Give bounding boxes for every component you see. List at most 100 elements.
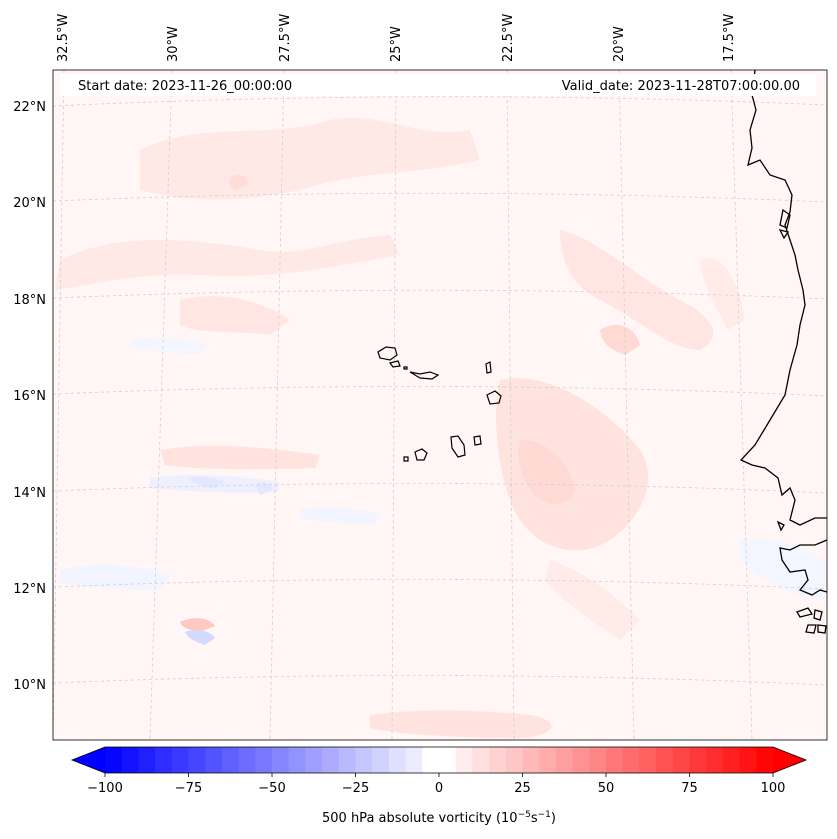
meridian-line xyxy=(149,70,173,740)
colorbar-block xyxy=(238,747,256,773)
parallel-line xyxy=(53,579,827,590)
lon-label: 32.5°W xyxy=(56,14,71,62)
colorbar-block xyxy=(656,747,674,773)
island-santo-antao xyxy=(377,346,398,361)
coastline xyxy=(739,70,827,634)
meridian-line xyxy=(506,70,515,740)
island-fogo xyxy=(414,448,428,461)
island-brava xyxy=(403,456,409,462)
vorticity-patch-positive xyxy=(600,325,640,355)
colorbar-block xyxy=(422,747,440,773)
colorbar-block xyxy=(756,747,774,773)
africa-coastline-south xyxy=(779,539,827,596)
colorbar-block xyxy=(589,747,607,773)
lat-label: 22°N xyxy=(13,100,46,115)
colorbar-tick-label: −50 xyxy=(258,781,285,796)
coastal-island xyxy=(778,229,790,240)
colorbar-block xyxy=(288,747,306,773)
meridian-line xyxy=(53,70,65,740)
colorbar-block xyxy=(689,747,707,773)
meridian-line xyxy=(730,70,753,740)
coastal-island xyxy=(796,607,814,618)
vorticity-patch-negative xyxy=(185,630,215,645)
colorbar-block xyxy=(138,747,156,773)
island-sal xyxy=(485,361,492,374)
colorbar-block xyxy=(322,747,340,773)
colorbar-block xyxy=(372,747,390,773)
colorbar-block xyxy=(105,747,123,773)
vorticity-patch-negative xyxy=(60,564,170,590)
parallel-line xyxy=(53,96,827,107)
colorbar-block xyxy=(572,747,590,773)
vorticity-patch-positive xyxy=(140,117,480,200)
lon-label: 27.5°W xyxy=(278,14,293,62)
map-frame xyxy=(52,69,828,741)
africa-coastline xyxy=(739,70,827,526)
colorbar-tick-label: 25 xyxy=(514,781,531,796)
colorbar-block xyxy=(272,747,290,773)
colorbar-tick-label: −25 xyxy=(342,781,369,796)
colorbar-block xyxy=(205,747,223,773)
lat-label: 10°N xyxy=(13,678,46,693)
colorbar-extend-high xyxy=(773,747,806,773)
colorbar-block xyxy=(739,747,757,773)
colorbar-extend-low xyxy=(72,747,105,773)
lat-label: 18°N xyxy=(13,293,46,308)
coastal-island xyxy=(776,520,785,532)
colorbar-block xyxy=(439,747,457,773)
vorticity-patch-negative xyxy=(130,337,210,354)
vorticity-patch-positive xyxy=(518,440,575,505)
parallel-line xyxy=(53,386,827,397)
colorbar-block xyxy=(555,747,573,773)
map-plot-area: Start date: 2023-11-26_00:00:00 Valid_da… xyxy=(52,69,828,741)
colorbar-block xyxy=(472,747,490,773)
vorticity-patch-positive xyxy=(545,560,640,640)
meridian-line xyxy=(391,70,397,740)
lat-label: 16°N xyxy=(13,389,46,404)
island-boa-vista xyxy=(486,390,502,405)
colorbar-block xyxy=(355,747,373,773)
colorbar-block xyxy=(455,747,473,773)
coastal-island xyxy=(779,208,791,229)
meridian-line xyxy=(269,70,285,740)
colorbar-block xyxy=(305,747,323,773)
vorticity-patch-positive xyxy=(180,618,215,632)
parallel-line xyxy=(53,289,827,300)
colorbar-block xyxy=(505,747,523,773)
meridian-line xyxy=(618,70,635,740)
lon-label: 30°W xyxy=(166,26,181,62)
vorticity-patch-positive xyxy=(700,258,745,330)
vorticity-patch-positive xyxy=(560,230,714,350)
parallel-line xyxy=(53,483,827,494)
lon-label: 22.5°W xyxy=(501,14,516,62)
colorbar-block xyxy=(255,747,273,773)
cape-verde-islands xyxy=(377,346,502,462)
lat-label: 20°N xyxy=(13,196,46,211)
colorbar-block xyxy=(405,747,423,773)
island-maio xyxy=(473,435,482,446)
colorbar-block xyxy=(722,747,740,773)
lat-label: 12°N xyxy=(13,582,46,597)
vorticity-patch-negative xyxy=(300,507,380,524)
colorbar-tick-label: −75 xyxy=(175,781,202,796)
island-sao-vicente xyxy=(388,360,401,368)
island-santiago xyxy=(450,435,466,458)
coastal-island xyxy=(805,624,817,634)
vorticity-field xyxy=(55,117,825,738)
colorbar-block xyxy=(171,747,189,773)
colorbar-block xyxy=(622,747,640,773)
info-box xyxy=(60,74,816,96)
valid-date-text: Valid_date: 2023-11-28T07:00:00.00 xyxy=(562,79,800,94)
colorbar-block xyxy=(155,747,173,773)
colorbar-block xyxy=(188,747,206,773)
graticule xyxy=(53,70,827,740)
colorbar-block xyxy=(539,747,557,773)
vorticity-patch-positive xyxy=(229,174,248,190)
colorbar-block xyxy=(672,747,690,773)
vorticity-patch-negative xyxy=(255,482,272,495)
colorbar-tick-label: −100 xyxy=(87,781,123,796)
vorticity-patch-negative xyxy=(188,476,225,488)
colorbar-block xyxy=(639,747,657,773)
colorbar-block xyxy=(606,747,624,773)
